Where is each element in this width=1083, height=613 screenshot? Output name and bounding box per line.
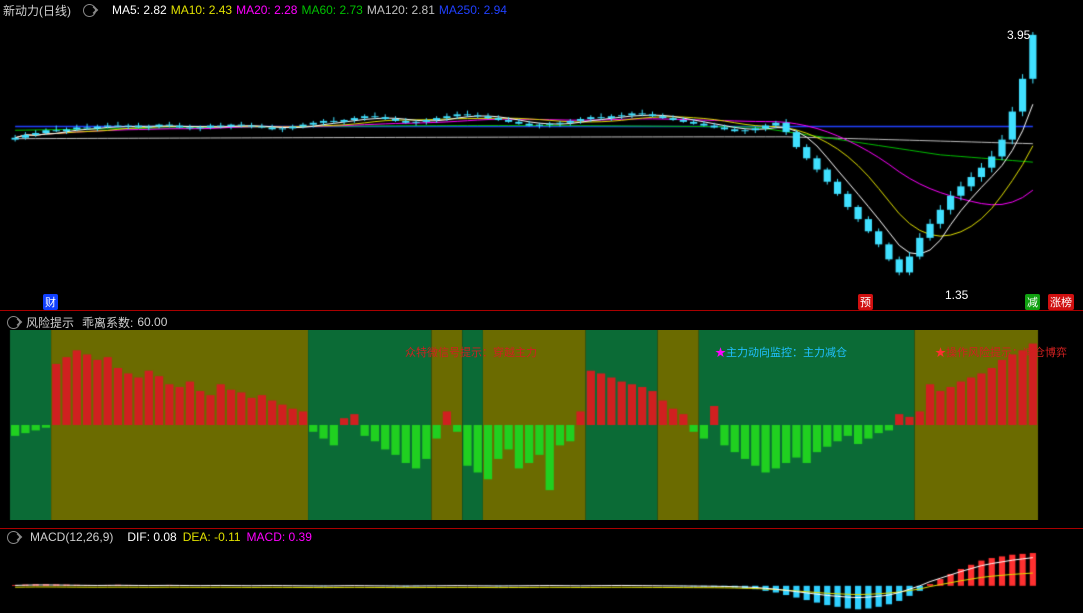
price-extremum-label: 3.95 <box>1007 28 1030 42</box>
coef-value: 60.00 <box>137 315 167 329</box>
macd-indicator: DEA: -0.11 <box>183 530 241 544</box>
ma-indicator: MA5: 2.82 <box>112 3 167 17</box>
ma-indicator: MA20: 2.28 <box>236 3 297 17</box>
macd-indicator: MACD: 0.39 <box>247 530 312 544</box>
stock-badge[interactable]: 财 <box>43 294 58 310</box>
panel-separator <box>0 310 1083 313</box>
risk-annotation: ★操作风险提示：减仓博弈 <box>935 344 1067 360</box>
stock-badge[interactable]: 涨榜 <box>1048 294 1074 310</box>
stock-badge[interactable]: 减 <box>1025 294 1040 310</box>
ma-indicator: MA250: 2.94 <box>439 3 507 17</box>
macd-indicator-row: DIF: 0.08 DEA: -0.11 MACD: 0.39 <box>121 530 312 544</box>
price-extremum-label: 1.35 <box>945 288 968 302</box>
ma-indicator: MA10: 2.43 <box>171 3 232 17</box>
ma-indicator: MA120: 2.81 <box>367 3 435 17</box>
price-panel-header: 新动力(日线) MA5: 2.82 MA10: 2.43 MA20: 2.28 MA6… <box>3 2 505 18</box>
price-title: 新动力(日线) <box>3 2 71 19</box>
macd-chart[interactable] <box>0 548 1083 611</box>
refresh-icon[interactable] <box>7 316 20 329</box>
macd-panel-header: MACD(12,26,9) DIF: 0.08 DEA: -0.11 MACD: 0… <box>3 530 312 544</box>
macd-title: MACD(12,26,9) <box>30 530 113 544</box>
coef-label: 乖离系数: <box>82 314 133 331</box>
risk-annotation: ★主力动向监控：主力减仓 <box>715 344 847 360</box>
chart-app: 新动力(日线) MA5: 2.82 MA10: 2.43 MA20: 2.28 MA6… <box>0 0 1083 613</box>
ma-indicator-row: MA5: 2.82 MA10: 2.43 MA20: 2.28 MA60: 2.73 M… <box>106 3 505 17</box>
risk-indicator-chart[interactable] <box>0 330 1083 520</box>
refresh-icon[interactable] <box>7 531 20 544</box>
price-chart[interactable] <box>0 18 1083 308</box>
risk-title: 风险提示 <box>26 314 74 331</box>
refresh-icon[interactable] <box>83 4 96 17</box>
macd-indicator: DIF: 0.08 <box>127 530 176 544</box>
risk-panel-header: 风险提示 乖离系数: 60.00 <box>3 314 167 330</box>
risk-annotation: 众特微信号提示：穿越主力 <box>405 344 537 360</box>
ma-indicator: MA60: 2.73 <box>301 3 362 17</box>
stock-badge[interactable]: 预 <box>858 294 873 310</box>
risk-annotations: 众特微信号提示：穿越主力★主力动向监控：主力减仓★操作风险提示：减仓博弈 <box>0 330 1083 350</box>
